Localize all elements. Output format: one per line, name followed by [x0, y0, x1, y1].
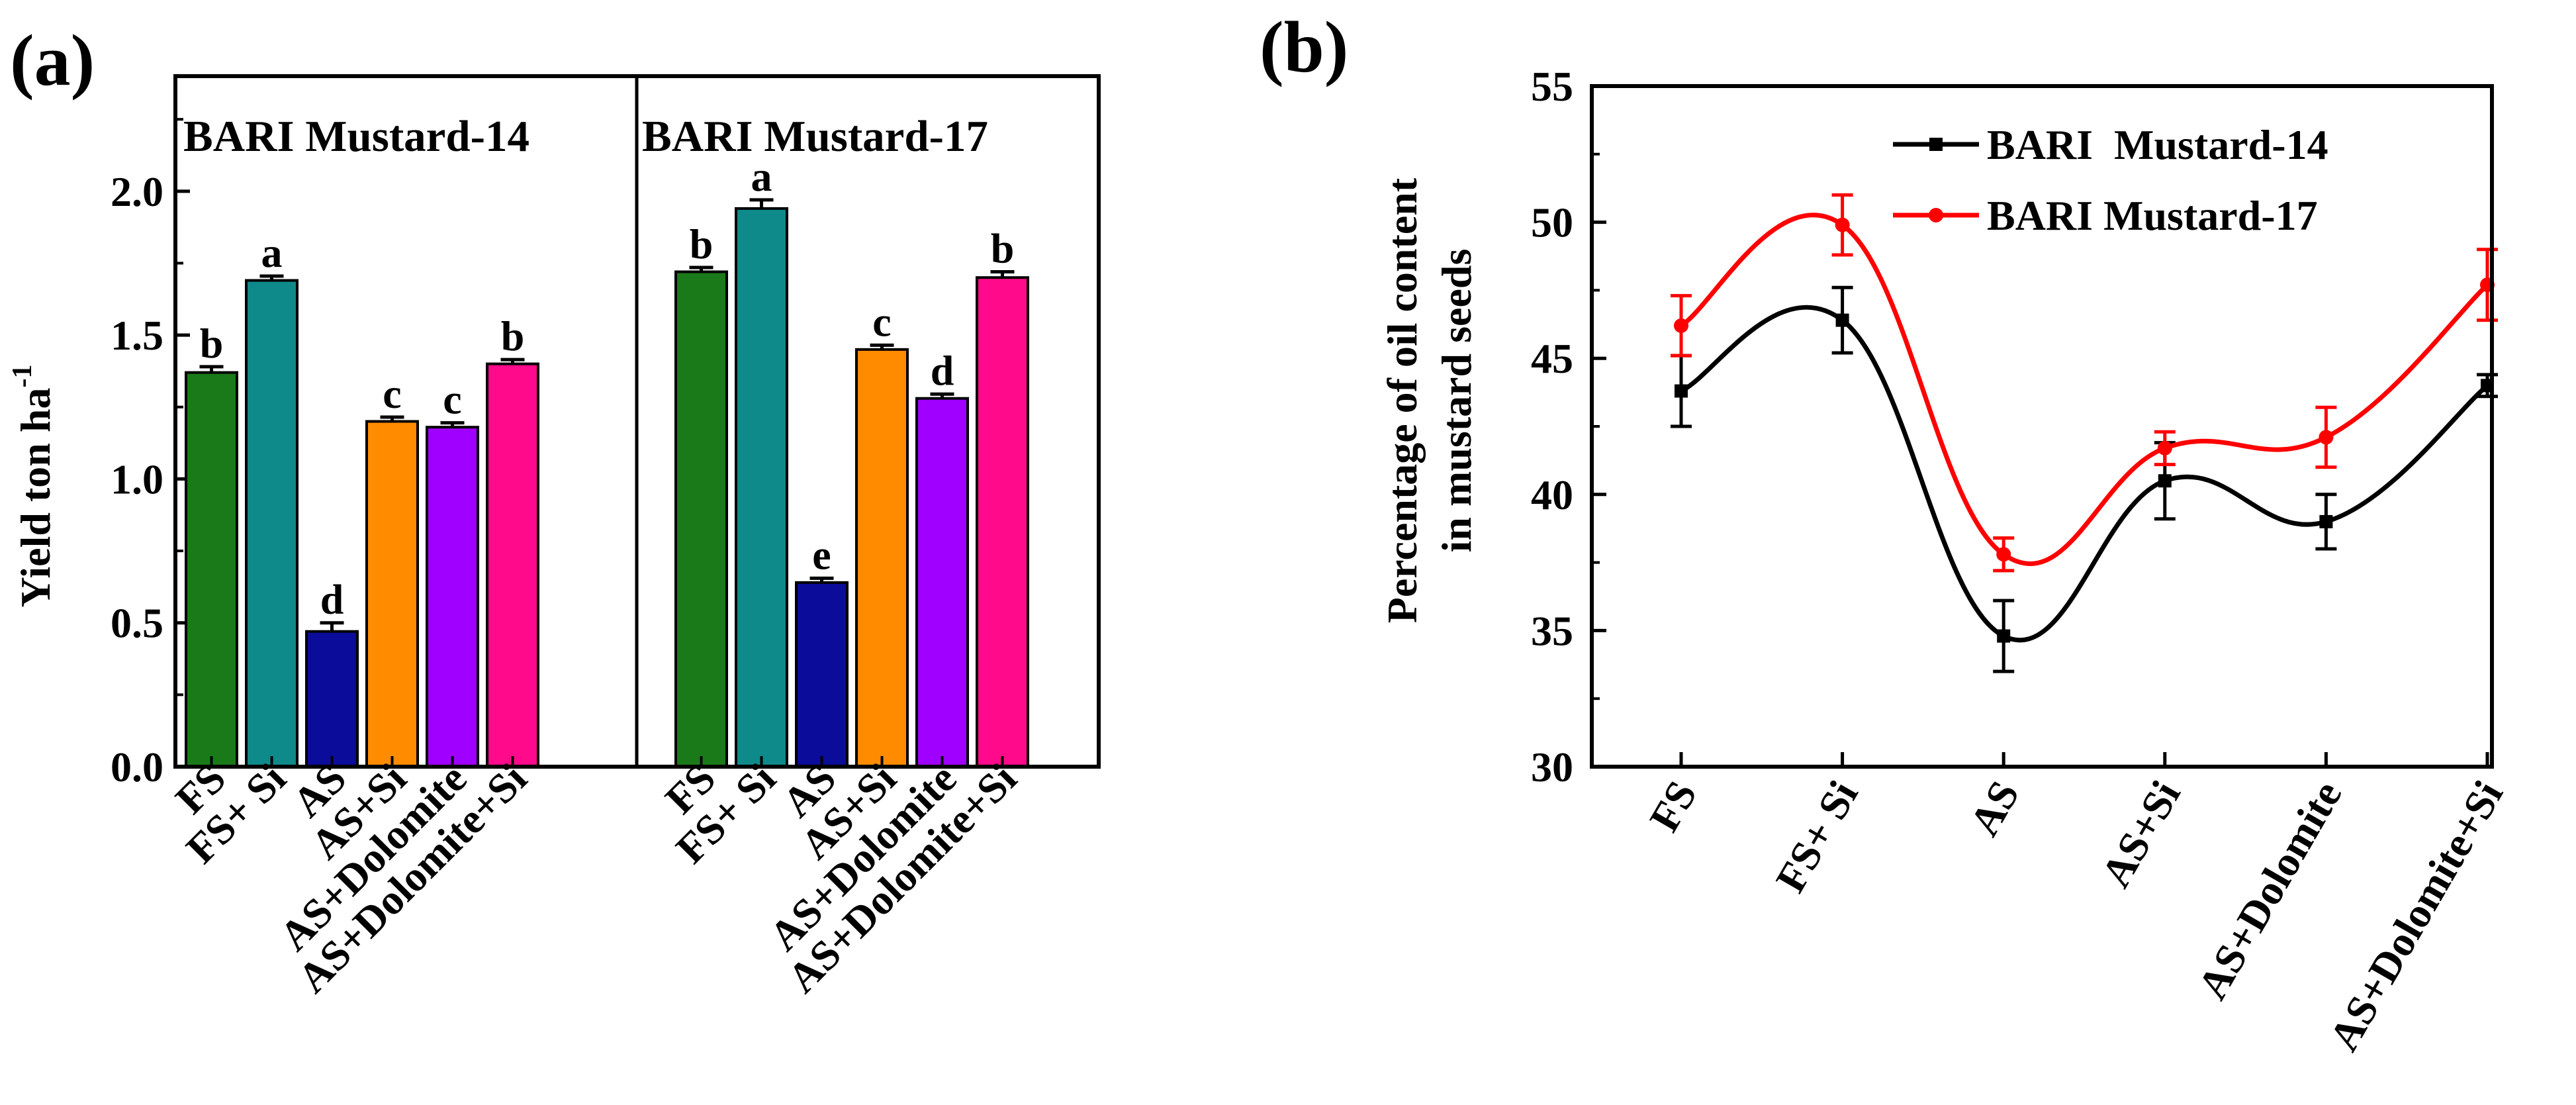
- panel-a-y-axis-label-superscript: -1: [7, 365, 38, 388]
- panel-a-group-title-mustard-14: BARI Mustard-14: [183, 112, 529, 161]
- point-bari-mustard-17: [1835, 217, 1850, 232]
- bar-bari-mustard-17-as: [795, 581, 849, 768]
- panel-b-legend: BARI Mustard-14 BARI Mustard-17: [1893, 121, 2328, 239]
- line-bari-mustard-17: [1680, 213, 2489, 566]
- legend-marker-bari-mustard-14: [1929, 138, 1943, 151]
- legend-marker-bari-mustard-17: [1929, 208, 1943, 222]
- bar-bari-mustard-14-as-dolomite: [426, 426, 479, 768]
- significance-letter: b: [991, 225, 1015, 272]
- panel-a-y-tick-label: 2.0: [111, 168, 163, 215]
- line-bari-mustard-14: [1680, 305, 2489, 643]
- significance-letter: e: [812, 531, 831, 578]
- panel-b-x-tick-label: AS: [1960, 773, 2028, 843]
- significance-letter: d: [931, 347, 954, 394]
- panel-b-x-tick-label: FS+ Si: [1767, 773, 1867, 900]
- significance-letter: b: [200, 320, 224, 367]
- bar-bari-mustard-14-as-dolomite-si: [486, 362, 539, 768]
- significance-letter: b: [501, 312, 525, 360]
- panel-a-y-tick-label: 1.5: [111, 312, 163, 359]
- panel-b-y-tick-label: 45: [1531, 335, 1573, 382]
- point-bari-mustard-14: [1997, 629, 2011, 643]
- panel-b-x-tick-label: FS: [1640, 773, 1706, 840]
- panel-b-y-tick-label: 30: [1531, 744, 1573, 791]
- bar-bari-mustard-17-fs-si: [735, 207, 788, 768]
- point-bari-mustard-17: [1996, 547, 2011, 562]
- panel-b-series: [1671, 193, 2498, 673]
- bar-bari-mustard-17-as-dolomite-si: [976, 276, 1029, 769]
- bar-bari-mustard-17-fs: [674, 270, 728, 768]
- panel-b-label: (b): [1260, 7, 1348, 87]
- bar-bari-mustard-14-fs-si: [245, 279, 299, 769]
- panel-b-y-tick-label: 35: [1531, 607, 1573, 654]
- panel-a-y-tick-label: 1.0: [111, 456, 163, 503]
- significance-letter: d: [320, 576, 344, 623]
- panel-b-frame: [1590, 84, 2494, 769]
- significance-letter: b: [690, 220, 713, 267]
- panel-a-group-title-mustard-17: BARI Mustard-17: [642, 112, 988, 161]
- bar-bari-mustard-17-as-dolomite: [915, 397, 969, 768]
- panel-a-y-axis-label-main: Yield ton ha: [12, 388, 59, 608]
- point-bari-mustard-14: [2319, 514, 2333, 528]
- panel-a-y-tick-label: 0.0: [111, 744, 163, 791]
- panel-b-y-tick-label: 50: [1531, 199, 1573, 246]
- bar-bari-mustard-14-fs: [185, 371, 238, 768]
- panel-b-y-axis: 30 35 40 45 50 55: [1531, 63, 1606, 791]
- panel-b-y-tick-label: 55: [1531, 63, 1573, 110]
- panel-b-line-chart: (b) Percentage of oil content in mustard…: [1260, 7, 2512, 1059]
- panel-a-label: (a): [10, 20, 95, 101]
- significance-letter: a: [751, 153, 772, 200]
- panel-a-y-tick-label: 0.5: [111, 600, 163, 647]
- significance-letter: c: [443, 376, 461, 423]
- panel-b-y-tick-label: 40: [1531, 471, 1573, 518]
- point-bari-mustard-14: [1835, 313, 1849, 327]
- point-bari-mustard-17: [1674, 318, 1688, 333]
- significance-letter: a: [261, 229, 283, 276]
- panel-b-x-tick-label: AS+Dolomite+Si: [2320, 773, 2512, 1059]
- significance-letter: c: [872, 298, 891, 345]
- panel-b-x-tick-label: AS+Dolomite: [2188, 773, 2350, 1007]
- bar-bari-mustard-14-as-si: [365, 420, 419, 768]
- panel-a-y-axis: 0.0 0.5 1.0 1.5 2.0: [111, 118, 190, 791]
- point-bari-mustard-14: [1675, 384, 1688, 398]
- point-bari-mustard-17: [2319, 430, 2334, 445]
- point-bari-mustard-17: [2157, 440, 2172, 456]
- bar-bari-mustard-14-as: [305, 630, 359, 769]
- legend-label-bari-mustard-17: BARI Mustard-17: [1987, 192, 2318, 239]
- panel-b-x-tick-label: AS+Si: [2092, 773, 2189, 895]
- significance-letter: c: [383, 370, 401, 417]
- legend-label-bari-mustard-14: BARI Mustard-14: [1987, 121, 2328, 168]
- panel-b-y-axis-label-line-2: in mustard seeds: [1433, 249, 1480, 553]
- point-bari-mustard-14: [2158, 474, 2172, 488]
- bar-bari-mustard-17-as-si: [855, 348, 909, 768]
- panel-b-y-axis-label-line-1: Percentage of oil content: [1379, 177, 1426, 623]
- panel-a-y-axis-label: Yield ton ha-1: [7, 365, 59, 608]
